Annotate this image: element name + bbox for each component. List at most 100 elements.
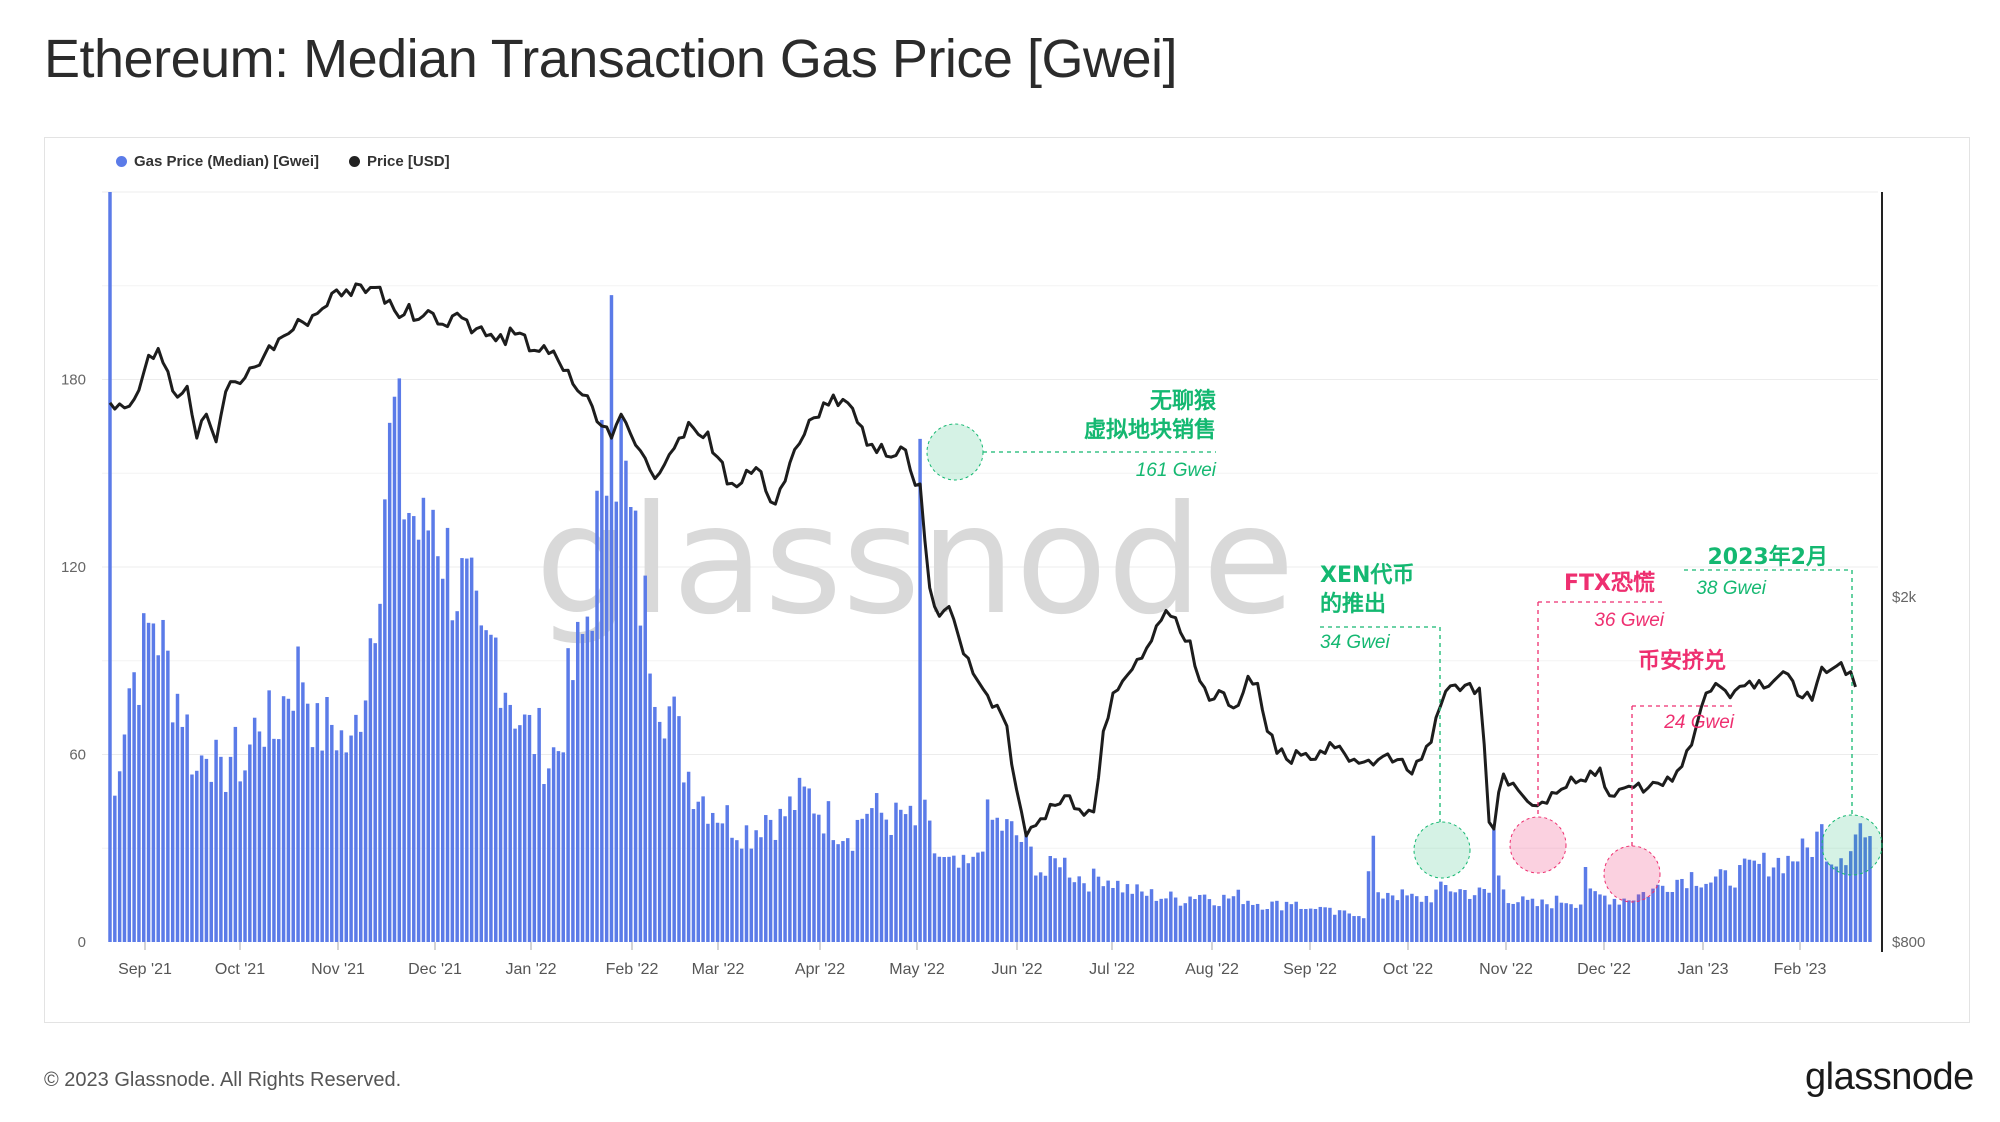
- gas-bar: [638, 625, 643, 942]
- gas-bar: [590, 630, 594, 942]
- gas-bar: [320, 750, 324, 942]
- gas-bar: [1308, 908, 1313, 942]
- gas-bar: [1357, 916, 1361, 942]
- gas-bar: [1072, 882, 1077, 942]
- gas-bar: [494, 637, 498, 942]
- legend-item-price[interactable]: Price [USD]: [349, 153, 450, 170]
- gas-bar: [1583, 867, 1588, 942]
- gas-bar: [551, 747, 556, 942]
- gas-bar: [1144, 895, 1149, 942]
- gas-bar: [175, 693, 180, 942]
- gas-bar: [797, 777, 802, 942]
- gas-bar: [609, 295, 614, 943]
- gas-bar: [339, 730, 344, 942]
- gas-bar: [807, 788, 811, 942]
- gas-bar: [378, 603, 382, 942]
- gas-bar: [1800, 838, 1805, 942]
- gas-bar: [127, 688, 132, 942]
- x-tick-label: Feb '23: [1774, 961, 1827, 978]
- gas-bar: [889, 834, 893, 942]
- gas-bar: [1173, 897, 1178, 942]
- x-tick-label: Sep '22: [1283, 961, 1337, 978]
- gas-bar: [947, 856, 951, 942]
- gas-bar: [836, 844, 840, 942]
- gas-bar: [1318, 906, 1323, 942]
- gas-bar: [503, 692, 508, 942]
- gas-bar: [1863, 837, 1867, 942]
- y-left-tick-label: 60: [69, 747, 86, 764]
- gas-bar: [1207, 899, 1212, 942]
- gas-bar: [1853, 834, 1858, 942]
- gas-bar: [1718, 869, 1723, 942]
- gas-bar: [1699, 887, 1703, 942]
- gas-bar: [773, 839, 778, 942]
- gas-bar: [1559, 902, 1564, 942]
- legend-item-gas[interactable]: Gas Price (Median) [Gwei]: [116, 153, 319, 170]
- gas-bar: [214, 739, 218, 942]
- x-tick-label: Mar '22: [692, 961, 745, 978]
- x-tick-label: Jan '22: [505, 961, 556, 978]
- x-tick-label: Dec '21: [408, 961, 462, 978]
- gas-bar: [1419, 901, 1424, 942]
- gas-bar: [252, 717, 257, 942]
- gas-bar: [662, 738, 667, 942]
- gas-bar: [657, 721, 662, 942]
- gas-bar: [575, 621, 580, 942]
- gas-bar: [479, 625, 484, 942]
- gas-bar: [566, 648, 570, 942]
- gas-bar: [1492, 829, 1496, 942]
- gas-bar: [108, 192, 112, 942]
- annotation-marker: [1509, 816, 1567, 874]
- gas-bar: [474, 590, 479, 942]
- gas-bar: [180, 726, 185, 942]
- gas-bar: [1752, 860, 1757, 942]
- gas-bar: [1063, 857, 1067, 942]
- gas-bar: [1820, 824, 1824, 942]
- gas-bar: [841, 841, 845, 942]
- gas-bar: [1424, 895, 1429, 942]
- gas-bar: [1019, 841, 1024, 942]
- gas-bar: [792, 810, 797, 942]
- gas-bar: [1834, 866, 1838, 942]
- gas-bar: [113, 795, 117, 942]
- y-right-tick-label: $800: [1892, 934, 1925, 951]
- gas-bar: [850, 850, 855, 942]
- gas-bar: [604, 495, 609, 942]
- gas-bar: [1487, 892, 1491, 942]
- gas-bar: [1448, 891, 1453, 942]
- gas-bar: [243, 770, 247, 942]
- gas-bar: [1000, 830, 1004, 942]
- gas-bar: [1299, 908, 1303, 942]
- gas-bar: [1111, 887, 1115, 942]
- gas-bar: [161, 619, 165, 942]
- gas-bar: [1241, 904, 1245, 942]
- gas-bar: [981, 851, 985, 942]
- gas-bar: [923, 799, 927, 942]
- gas-bar: [1169, 891, 1173, 942]
- gas-bar: [817, 814, 821, 942]
- gas-bar: [1839, 858, 1843, 942]
- gas-bar: [286, 698, 291, 942]
- gas-bar: [513, 728, 517, 942]
- gas-bar: [223, 791, 228, 942]
- gas-bar: [373, 643, 377, 942]
- gas-bar: [629, 507, 633, 942]
- gas-bar: [1410, 893, 1414, 942]
- gas-bar: [1053, 858, 1057, 942]
- gas-bar: [715, 822, 720, 942]
- annotation-marker: [1603, 845, 1661, 903]
- glassnode-logo: glassnode: [1805, 1056, 1974, 1098]
- gas-bar: [571, 680, 575, 942]
- gas-bar: [228, 756, 233, 942]
- gas-bar: [1540, 899, 1544, 942]
- x-tick-label: Oct '21: [215, 961, 265, 978]
- annotation-value: 24 Gwei: [1663, 712, 1734, 733]
- gas-bar: [1077, 876, 1081, 942]
- gas-bar: [1622, 898, 1626, 942]
- gas-bar: [1328, 907, 1332, 942]
- legend-label-gas: Gas Price (Median) [Gwei]: [134, 153, 320, 170]
- gas-bar: [1709, 882, 1713, 942]
- gas-bar: [233, 726, 238, 942]
- gas-bar: [1236, 889, 1241, 942]
- x-tick-label: May '22: [889, 961, 945, 978]
